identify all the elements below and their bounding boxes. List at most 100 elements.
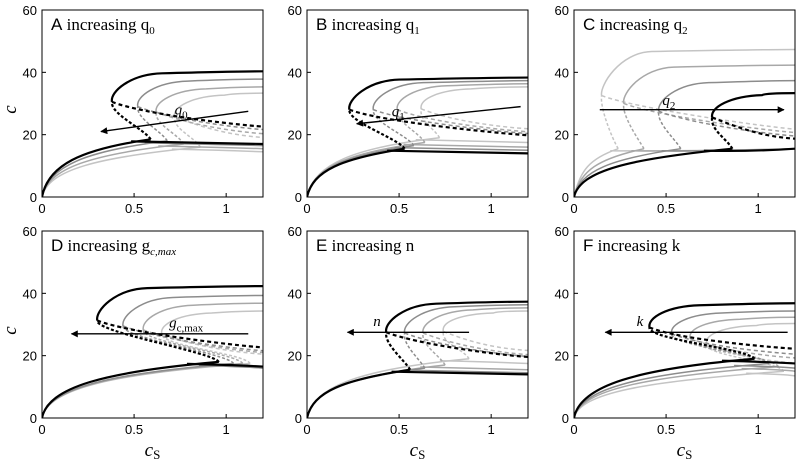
stable-branch-lower-right	[186, 362, 263, 368]
unstable-branch-right	[396, 108, 528, 133]
unstable-branch	[648, 327, 756, 360]
parameter-arrow	[356, 105, 521, 127]
unstable-branch-right	[385, 331, 528, 359]
curve-group	[307, 76, 528, 197]
y-tick-label: 40	[288, 286, 302, 301]
stable-branch-upper	[600, 48, 795, 96]
x-tick-label: 1	[223, 422, 230, 437]
stable-branch-lower-right	[387, 149, 528, 155]
unstable-branch-right	[671, 333, 795, 355]
plot-frame	[573, 9, 796, 198]
stable-branch-upper	[160, 310, 263, 334]
panel-f: 0 20 40 60 0 0.5 1 F increasing k k cS	[555, 224, 796, 462]
plot-frame	[306, 230, 529, 419]
unstable-branch-right	[122, 325, 263, 352]
stable-branch-upper	[711, 92, 795, 118]
stable-branch-upper	[648, 302, 795, 328]
y-tick-label: 0	[562, 411, 569, 426]
x-tick-label: 0	[303, 422, 310, 437]
unstable-branch-right	[111, 100, 263, 128]
plot-frame	[41, 9, 264, 198]
stable-branch-upper	[173, 92, 263, 117]
panel-title: E increasing n	[316, 236, 415, 255]
curve-group	[307, 300, 528, 418]
stable-branch-lower-right	[741, 367, 795, 372]
y-tick-label: 40	[23, 286, 37, 301]
y-tick-label: 60	[288, 3, 302, 18]
stable-branch-lower-right	[439, 360, 528, 365]
y-tick-label: 20	[23, 349, 37, 364]
unstable-branch-right	[649, 326, 795, 350]
unstable-branch	[122, 325, 235, 365]
stable-branch-lower	[574, 362, 770, 418]
stable-branch-upper	[142, 302, 263, 330]
parameter-arrow	[100, 110, 249, 135]
y-tick-label: 60	[555, 224, 569, 239]
stable-branch-lower	[574, 147, 733, 197]
y-tick-label: 40	[288, 65, 302, 80]
stable-branch-upper	[110, 70, 263, 103]
unstable-branch	[403, 332, 426, 369]
panel-title: D increasing gc,max	[51, 236, 176, 258]
y-tick-label: 20	[288, 128, 302, 143]
unstable-branch-right	[404, 332, 528, 358]
x-tick-label: 0.5	[657, 422, 675, 437]
unstable-branch	[670, 333, 770, 365]
parameter-annotation: k	[637, 314, 644, 330]
unstable-branch-right	[348, 108, 528, 137]
y-tick-label: 20	[555, 128, 569, 143]
unstable-branch-right	[420, 108, 528, 130]
y-tick-label: 60	[555, 3, 569, 18]
y-tick-label: 40	[555, 65, 569, 80]
stable-branch-lower	[42, 138, 151, 197]
stable-branch-lower	[42, 146, 201, 197]
stable-branch-upper	[96, 285, 263, 321]
unstable-branch-right	[137, 105, 263, 131]
stable-branch-lower	[574, 147, 619, 197]
stable-branch-lower-right	[158, 145, 263, 150]
stable-branch-upper	[622, 64, 795, 104]
curve-group	[42, 70, 263, 197]
plot-frame	[573, 230, 796, 419]
stable-branch-lower-right	[131, 140, 263, 146]
unstable-branch	[372, 109, 415, 147]
panel-a: 0 20 40 60 0 0.5 1 A increasing q0 q0 c	[0, 3, 264, 216]
y-tick-label: 20	[555, 349, 569, 364]
stable-branch-lower	[574, 370, 785, 418]
stable-branch-lower-right	[703, 147, 795, 153]
stable-branch-upper	[670, 310, 795, 334]
stable-branch-lower	[307, 368, 411, 418]
panel-title: A increasing q0	[51, 15, 155, 37]
curve-group	[574, 48, 795, 197]
x-tick-label: 0	[570, 201, 577, 216]
stable-branch-lower-right	[420, 366, 528, 371]
curve-group	[42, 285, 263, 418]
stable-branch-upper	[385, 300, 528, 333]
x-axis-label: cS	[410, 440, 426, 462]
unstable-branch	[705, 343, 785, 372]
x-tick-label: 1	[755, 422, 762, 437]
unstable-branch	[657, 111, 682, 150]
stable-branch-lower-right	[746, 372, 795, 377]
stable-branch-lower	[42, 360, 219, 418]
y-tick-label: 60	[288, 224, 302, 239]
stable-branch-upper	[422, 307, 528, 334]
panel-title: F increasing k	[583, 236, 681, 255]
plot-frame	[306, 9, 529, 198]
y-tick-label: 0	[562, 190, 569, 205]
stable-branch-upper	[348, 76, 528, 110]
x-axis-label: cS	[145, 440, 161, 462]
parameter-annotation: gc,max	[169, 316, 204, 335]
stable-branch-upper	[705, 322, 795, 345]
stable-branch-lower	[574, 147, 645, 197]
unstable-branch-right	[422, 332, 528, 356]
stable-branch-upper	[657, 79, 795, 112]
x-axis-label: cS	[677, 440, 693, 462]
stable-branch-upper	[155, 86, 263, 113]
parameter-annotation: q2	[662, 93, 675, 112]
unstable-branch	[173, 116, 202, 148]
unstable-branch	[600, 95, 619, 150]
unstable-branch-right	[161, 333, 263, 355]
stable-branch-lower	[307, 137, 440, 197]
x-tick-label: 0.5	[390, 422, 408, 437]
